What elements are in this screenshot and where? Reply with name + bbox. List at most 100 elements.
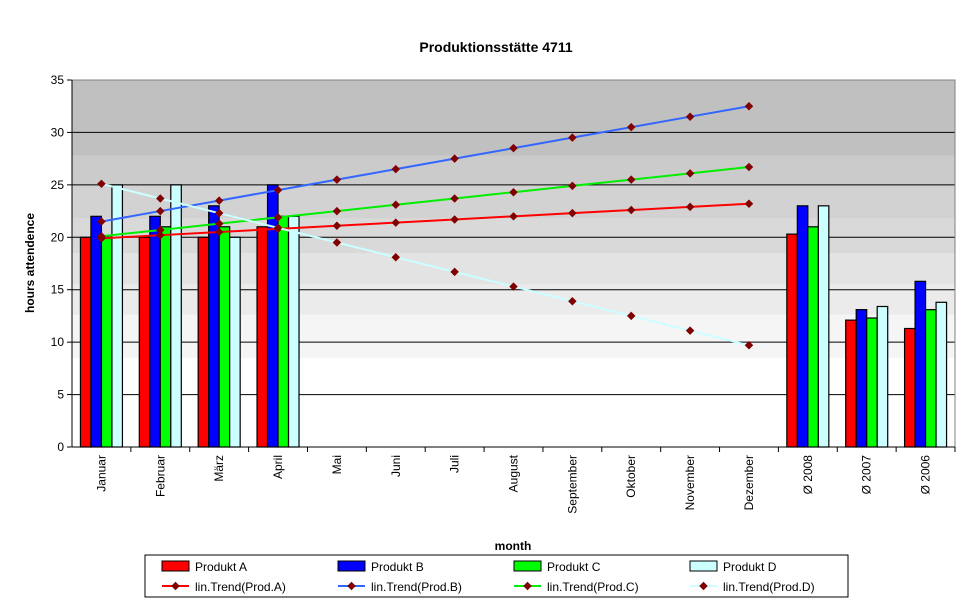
x-tick-label: September [565,455,579,514]
trend-marker [685,326,695,335]
y-tick-label: 35 [51,73,65,87]
x-tick-label: Mai [330,455,344,474]
trend-marker [626,311,636,321]
bar-produkt-b [914,280,927,448]
bar-produkt-b [208,205,220,448]
x-tick-label: Ø 2007 [860,455,874,495]
legend-box [144,554,849,598]
y-tick-label: 30 [51,125,65,139]
trend-marker [391,200,401,210]
trend-line [101,105,750,223]
bar-produkt-d [876,305,889,448]
bar-produkt-c [807,226,819,448]
bar-produkt-a [845,319,857,448]
trend-line [101,166,750,238]
legend-marker [347,581,356,591]
x-tick-label: Januar [94,455,108,492]
trend-marker [273,223,283,233]
bar-produkt-a [903,327,916,448]
trend-marker [214,196,224,205]
bar-produkt-a [786,233,798,448]
trend-marker [450,267,459,277]
bar-produkt-c [159,226,172,448]
legend-label: lin.Trend(Prod.C) [547,580,639,594]
bar-produkt-c [866,317,878,448]
trend-marker [97,179,106,189]
y-tick-label: 25 [51,178,65,192]
bar-produkt-c [100,236,113,448]
trend-marker [450,154,459,163]
x-tick-label: Oktober [624,455,638,498]
x-tick-label: Juli [448,455,462,473]
trend-marker [273,185,283,195]
legend-swatch [161,560,190,572]
chart-title: Produktionsstätte 4711 [419,39,572,55]
trend-marker [332,238,342,247]
bar-produkt-d [111,184,124,448]
y-tick-label: 20 [51,230,65,244]
trend-marker [450,194,459,203]
trend-marker [391,164,401,174]
bar-produkt-c [277,215,290,448]
legend-marker [523,581,532,591]
x-tick-label: Ø 2008 [801,455,815,495]
bar-produkt-b [90,215,103,448]
bar-produkt-a [79,236,92,448]
legend-label: Produkt C [547,560,601,574]
trend-marker [156,230,165,240]
legend-marker [699,581,708,591]
bar-produkt-b [855,309,868,448]
legend-label: Produkt A [195,560,247,574]
x-tick-label: März [212,455,226,482]
bar-produkt-d [170,184,182,448]
y-tick-label: 0 [57,440,64,454]
trend-line [101,182,750,347]
bar-produkt-d [229,236,241,448]
x-tick-label: Juni [389,455,403,477]
plot-background-band [72,155,955,185]
trend-marker [568,297,577,306]
trend-marker [509,282,518,291]
y-tick-label: 10 [51,335,65,349]
trend-marker [744,341,754,350]
trend-marker [214,208,224,218]
bar-produkt-b [149,215,161,448]
legend-label: lin.Trend(Prod.B) [371,580,462,594]
bar-produkt-a [138,236,151,448]
trend-marker [97,231,106,241]
bar-produkt-a [197,236,210,448]
trend-marker [450,215,459,224]
legend-label: lin.Trend(Prod.A) [195,580,286,594]
legend-swatch [513,560,542,572]
legend-label: lin.Trend(Prod.D) [723,580,815,594]
trend-marker [97,217,106,226]
trend-marker [391,218,401,227]
plot-background-band [72,80,955,156]
bar-produkt-d [935,301,948,448]
trend-marker [273,213,283,222]
bar-produkt-c [924,309,937,448]
trend-line [101,202,750,240]
trend-marker [156,194,165,203]
trend-marker [156,225,165,235]
bar-produkt-a [256,226,269,448]
x-axis-label: month [495,539,532,553]
x-tick-label: August [507,454,521,492]
x-tick-label: November [683,455,697,510]
bar-produkt-d [287,215,300,448]
y-tick-label: 15 [51,283,65,297]
trend-marker [214,219,224,228]
x-tick-label: Februar [153,455,167,497]
trend-marker [332,175,342,184]
trend-marker [156,206,165,216]
trend-marker [332,221,342,230]
trend-marker [214,227,224,237]
x-tick-label: Ø 2006 [919,455,933,495]
x-tick-label: April [271,455,285,479]
bar-produkt-b [266,184,279,448]
legend-swatch [689,560,718,572]
trend-marker [332,206,342,216]
legend-label: Produkt B [371,560,424,574]
